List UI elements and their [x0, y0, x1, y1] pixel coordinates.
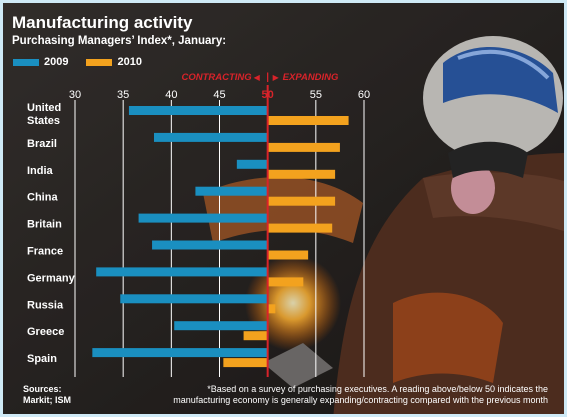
sources-note: Sources: Markit; ISM	[23, 384, 72, 405]
x-tick-label-45: 45	[213, 89, 225, 101]
chart-area: 30354045505560UnitedStatesBrazilIndiaChi…	[27, 72, 370, 377]
bar-2010-india	[267, 169, 336, 179]
bar-2009-brazil	[153, 132, 268, 142]
x-tick-label-35: 35	[117, 89, 129, 101]
expanding-label: EXPANDING	[283, 72, 339, 83]
contracting-arrow: ◀	[254, 73, 261, 82]
bar-2010-greece	[243, 331, 268, 341]
bar-2010-united-states	[267, 116, 349, 125]
bar-2009-britain	[138, 213, 268, 223]
bar-2009-russia	[120, 294, 268, 304]
category-label-greece: Greece	[27, 326, 64, 338]
bar-2009-germany	[96, 267, 268, 277]
x-tick-label-40: 40	[165, 89, 177, 101]
chart-title: Manufacturing activity	[12, 13, 193, 32]
x-tick-label-60: 60	[358, 89, 370, 101]
category-label-china: China	[27, 192, 58, 204]
x-tick-label-55: 55	[310, 89, 322, 101]
bar-2009-united-states	[128, 106, 268, 115]
category-label-britain: Britain	[27, 219, 62, 231]
category-label-germany: Germany	[27, 272, 76, 284]
category-label-france: France	[27, 246, 63, 258]
bar-2010-france	[267, 250, 309, 260]
bar-2010-china	[267, 196, 336, 206]
bar-2010-spain	[223, 358, 268, 368]
legend-item-2009: 2009	[13, 56, 68, 68]
legend: 2009 2010	[13, 56, 160, 68]
bar-2010-britain	[267, 223, 333, 233]
category-label-spain: Spain	[27, 353, 57, 365]
bar-2010-russia	[267, 304, 276, 314]
legend-label-2009: 2009	[44, 56, 69, 68]
annotation-divider: |	[266, 72, 269, 83]
category-label-russia: Russia	[27, 299, 64, 311]
x-tick-label-30: 30	[69, 89, 81, 101]
legend-label-2010: 2010	[117, 56, 142, 68]
legend-item-2010: 2010	[86, 56, 142, 68]
category-label-india: India	[27, 165, 54, 177]
footnote: *Based on a survey of purchasing executi…	[173, 384, 548, 405]
bar-2009-france	[152, 240, 268, 250]
category-label-united-states: United States	[27, 102, 61, 127]
category-label-brazil: Brazil	[27, 138, 57, 150]
chart-subtitle: Purchasing Managers’ Index*, January:	[12, 35, 227, 47]
bar-2009-spain	[92, 348, 268, 358]
contracting-label: CONTRACTING	[181, 72, 252, 83]
bar-2009-greece	[174, 321, 268, 331]
bar-2009-china	[195, 186, 268, 196]
legend-swatch-2009	[13, 58, 39, 66]
expanding-arrow: ▶	[273, 73, 280, 82]
bar-2010-germany	[267, 277, 304, 287]
bar-2010-brazil	[267, 142, 340, 152]
bar-2009-india	[236, 159, 268, 169]
legend-swatch-2010	[86, 58, 113, 66]
